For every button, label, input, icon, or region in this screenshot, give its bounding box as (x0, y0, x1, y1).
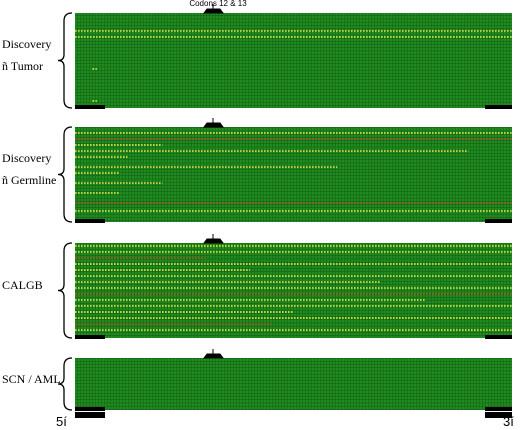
end-bar (485, 105, 512, 109)
panel-label: ñ Germline (2, 173, 56, 187)
codon-marker (203, 349, 224, 359)
end-bar (75, 407, 105, 411)
end-bar (485, 335, 512, 339)
end-bar (485, 412, 512, 418)
heatmap (75, 13, 512, 108)
end-bar (75, 335, 105, 339)
brace (57, 242, 73, 339)
codon-label: Codons 12 & 13 (189, 0, 247, 8)
end-bar (75, 219, 105, 223)
end-bar (75, 105, 105, 109)
brace (57, 126, 73, 223)
five-prime-label: 5í (56, 414, 67, 429)
brace (57, 357, 73, 411)
heatmap (75, 127, 512, 222)
codon-marker (203, 234, 224, 244)
heatmap (75, 358, 512, 410)
brace (57, 12, 73, 109)
end-bar (75, 412, 105, 418)
panel-label: CALGB (2, 278, 43, 292)
panel-label: Discovery (2, 151, 51, 165)
end-bar (485, 219, 512, 223)
end-bar (485, 407, 512, 411)
heatmap (75, 243, 512, 338)
panel-label: SCN / AML (2, 372, 61, 386)
three-prime-label: 3í (503, 414, 514, 429)
panel-label: ñ Tumor (2, 59, 43, 73)
codon-marker (203, 4, 224, 14)
codon-marker (203, 118, 224, 128)
panel-label: Discovery (2, 37, 51, 51)
